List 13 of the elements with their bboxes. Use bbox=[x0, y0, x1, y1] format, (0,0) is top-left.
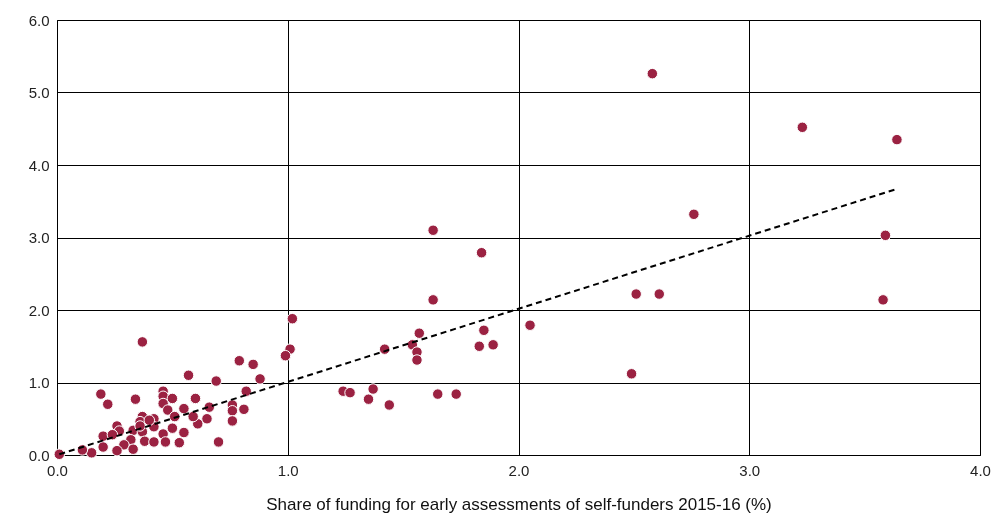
y-tick-label: 2.0 bbox=[28, 301, 50, 319]
x-tick-label: 0.0 bbox=[47, 461, 68, 479]
x-tick-label: 2.0 bbox=[508, 461, 530, 479]
y-tick-label: 1.0 bbox=[28, 374, 50, 391]
y-tick-label: 6.0 bbox=[28, 11, 50, 29]
x-tick-label: 1.0 bbox=[277, 461, 299, 479]
y-tick-label: 3.0 bbox=[28, 229, 50, 246]
x-tick-label: 3.0 bbox=[739, 461, 761, 479]
y-tick-label: 4.0 bbox=[28, 156, 50, 174]
x-axis-title: Share of funding for early assessments of self-funders 2015-16 (%) bbox=[266, 494, 772, 514]
y-tick-label: 0.0 bbox=[28, 446, 50, 464]
x-tick-label: 4.0 bbox=[970, 461, 991, 479]
y-tick-label: 5.0 bbox=[28, 84, 50, 101]
